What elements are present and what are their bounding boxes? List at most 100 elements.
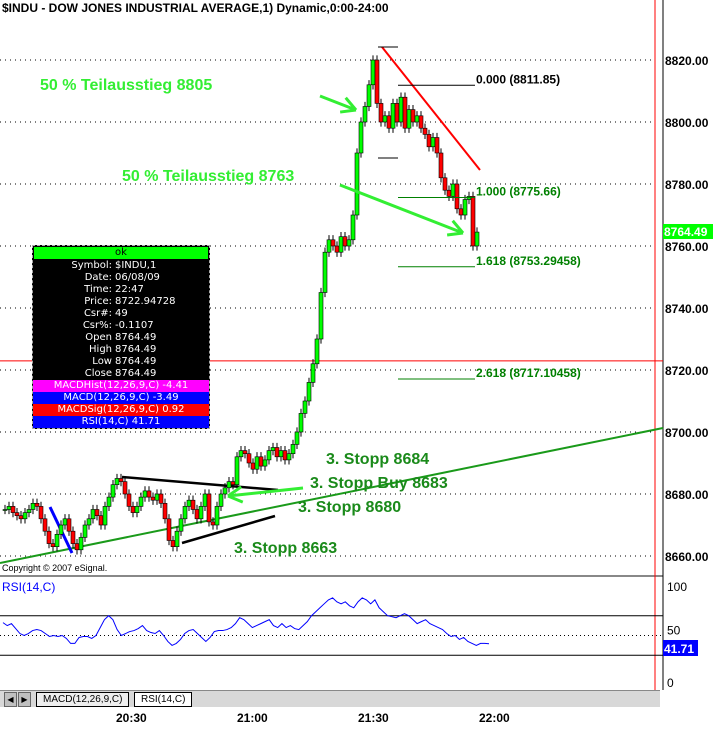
candle-body: [74, 543, 80, 551]
candle-body: [106, 496, 112, 507]
candle-body: [270, 447, 276, 451]
candle-body: [218, 493, 224, 507]
candle-body: [122, 481, 128, 495]
arrow-stop-head: [227, 485, 243, 498]
candle-body: [366, 84, 372, 107]
rsi-tick-label: 50: [667, 624, 681, 638]
candle-body: [210, 521, 216, 526]
candle-body: [398, 96, 404, 123]
x-tick-label: 20:30: [116, 711, 147, 725]
info-key: Close: [84, 368, 112, 379]
rsi-title: RSI(14,C): [2, 580, 55, 594]
candle-body: [378, 103, 384, 123]
study-tabs: ◀ ▶ MACD(12,26,9,C) RSI(14,C): [0, 690, 660, 707]
candle-body: [346, 239, 352, 247]
candle-body: [306, 382, 312, 402]
candle-body: [190, 499, 196, 510]
candle-body: [382, 115, 388, 123]
info-row: High 8764.49: [33, 344, 209, 356]
rsi-value-badge: [663, 640, 698, 656]
trendline-resistance: [121, 475, 279, 492]
candle-body: [454, 183, 460, 210]
candle-body: [242, 450, 248, 455]
x-tick-label: 22:00: [479, 711, 510, 725]
candle-body: [30, 502, 36, 510]
arrow-exit-2: [339, 183, 464, 235]
y-tick-label: 8700.00: [665, 426, 709, 440]
last-price-badge: [663, 224, 713, 239]
tab-rsi[interactable]: RSI(14,C): [134, 692, 193, 707]
candle-body: [18, 515, 24, 520]
candle-body: [22, 512, 28, 520]
candle-body: [154, 493, 160, 501]
candle-body: [450, 183, 456, 197]
candle-body: [186, 499, 192, 507]
candle-body: [394, 103, 400, 123]
scroll-left-icon[interactable]: ◀: [4, 692, 17, 707]
trendline-red: [381, 46, 481, 171]
candle-body: [314, 338, 320, 365]
info-row: Time: 22:47: [33, 284, 209, 296]
info-key: Time:: [84, 284, 112, 295]
annotation-exit-2: 50 % Teilausstieg 8763: [122, 168, 294, 185]
tab-macd[interactable]: MACD(12,26,9,C): [36, 692, 130, 707]
candle-body: [426, 134, 432, 148]
arrow-stop: [227, 486, 304, 498]
y-tick-label: 8800.00: [665, 116, 709, 130]
fib-level-label: 0.000 (8811.85): [476, 72, 560, 86]
candle-body: [322, 251, 328, 293]
info-value: $INDU,1: [115, 260, 157, 271]
candle-body: [54, 533, 60, 547]
candle-body: [194, 509, 200, 520]
candle-body: [178, 518, 184, 532]
info-row: Csr#: 49: [33, 308, 209, 320]
candle-body: [290, 444, 296, 454]
candle-body: [202, 493, 208, 507]
info-row: Csr%: -0.1107: [33, 320, 209, 332]
annotation-exit-1: 50 % Teilausstieg 8805: [40, 77, 212, 94]
candle-body: [90, 509, 96, 520]
annotation-stop-buy-8683: 3. Stopp Buy 8683: [310, 475, 448, 492]
x-tick-label: 21:30: [358, 711, 389, 725]
study-value: MACD(12,26,9,C) -3.49: [33, 392, 209, 404]
candle-body: [126, 493, 132, 507]
info-row: Low 8764.49: [33, 356, 209, 368]
candle-body: [2, 509, 8, 511]
candle-body: [182, 506, 188, 520]
candle-body: [442, 177, 448, 191]
fib-level-label: 2.618 (8717.10458): [476, 366, 581, 380]
candle-body: [462, 199, 468, 216]
candle-body: [246, 453, 252, 464]
candle-body: [258, 456, 264, 467]
candle-body: [50, 543, 56, 547]
candle-body: [354, 152, 360, 216]
candle-body: [70, 530, 76, 544]
candle-body: [58, 524, 64, 535]
info-key: High: [89, 344, 112, 355]
candle-body: [282, 450, 288, 461]
candle-body: [374, 59, 380, 104]
study-value: RSI(14,C) 41.71: [33, 416, 209, 428]
candle-body: [422, 127, 428, 135]
candle-body: [98, 515, 104, 526]
info-value: 8764.49: [115, 356, 157, 367]
candle-body: [278, 450, 284, 458]
candle-body: [102, 506, 108, 526]
y-tick-label: 8760.00: [665, 240, 709, 254]
candle-body: [410, 109, 416, 123]
candle-body: [78, 537, 84, 551]
scroll-right-icon[interactable]: ▶: [18, 692, 31, 707]
candle-body: [438, 152, 444, 179]
candle-body: [62, 518, 68, 526]
rsi-line: [2, 597, 490, 646]
info-row: Date: 06/08/09: [33, 272, 209, 284]
candle-body: [274, 447, 280, 458]
info-ok-button[interactable]: ok: [34, 247, 208, 259]
candle-body: [206, 493, 212, 523]
candle-body: [214, 506, 220, 526]
cursor-info-window[interactable]: ok Symbol: $INDU,1 Date: 06/08/09 Time: 22:47…: [32, 245, 210, 429]
candle-body: [130, 506, 136, 513]
candle-body: [402, 96, 408, 129]
rsi-tick-label: 0: [667, 676, 674, 690]
